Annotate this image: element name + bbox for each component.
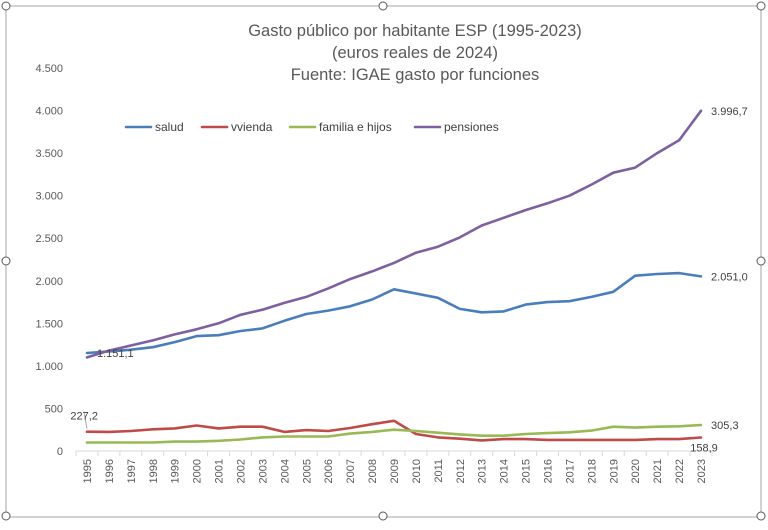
- series-line-familia-e-hijos[interactable]: [85, 423, 703, 444]
- data-label: 158,9: [690, 442, 718, 454]
- resize-handle-bottom-right[interactable]: [756, 511, 766, 521]
- y-tick-label: 4.500: [35, 63, 63, 75]
- data-label: 3.996,7: [711, 106, 748, 118]
- y-tick-label: 2.000: [35, 276, 63, 288]
- y-tick-label: 4.000: [35, 106, 63, 118]
- x-tick-label: 2017: [564, 459, 576, 483]
- resize-handle-top-middle[interactable]: [378, 1, 388, 11]
- x-tick-label: 2019: [608, 459, 620, 483]
- x-tick-label: 2022: [674, 459, 686, 483]
- series-line-vvienda[interactable]: [85, 419, 703, 442]
- x-tick-label: 2013: [477, 459, 489, 483]
- y-tick-label: 500: [45, 403, 63, 415]
- resize-handle-top-right[interactable]: [756, 1, 766, 11]
- x-tick-label: 2003: [257, 459, 269, 483]
- x-tick-label: 1998: [148, 459, 160, 483]
- x-tick-label: 2020: [630, 459, 642, 483]
- x-tick-label: 2009: [389, 459, 401, 483]
- y-tick-label: 2.500: [35, 233, 63, 245]
- data-label: 227,2: [70, 411, 98, 423]
- resize-handle-top-left[interactable]: [1, 1, 11, 11]
- series-line-pensiones[interactable]: [85, 109, 703, 359]
- legend-label: pensiones: [444, 120, 499, 134]
- x-tick-label: 2004: [279, 459, 291, 483]
- x-tick-label: 2016: [543, 459, 555, 483]
- legend: salud vvienda familia e hijos pensiones: [124, 120, 499, 134]
- data-label: 1.151,1: [97, 348, 134, 360]
- x-tick-label: 1996: [104, 459, 116, 483]
- x-tick-label: 2023: [696, 459, 708, 483]
- x-tick-label: 2006: [323, 459, 335, 483]
- x-tick-label: 1997: [126, 459, 138, 483]
- y-tick-label: 3.000: [35, 191, 63, 203]
- x-tick-label: 1999: [170, 459, 182, 483]
- chart-title: Gasto público por habitante ESP (1995-20…: [248, 22, 582, 84]
- y-tick-label: 1.000: [35, 361, 63, 373]
- chart-title-line-2: (euros reales de 2024): [332, 44, 498, 62]
- x-tick-label: 2002: [235, 459, 247, 483]
- x-tick-label: 2008: [367, 459, 379, 483]
- legend-label: familia e hijos: [319, 120, 392, 134]
- x-tick-label: 1995: [82, 459, 94, 483]
- x-tick-label: 2011: [433, 459, 445, 483]
- series-line-salud[interactable]: [85, 271, 703, 355]
- y-tick-label: 1.500: [35, 318, 63, 330]
- x-axis: 1995 1996 1997 1998 1999 2000 2001 2002 2003 2004…: [75, 450, 713, 483]
- x-tick-label: 2010: [411, 459, 423, 483]
- y-axis: 0 500 1.000 1.500 2.000 2.500 3.000 3.500 4.000 4…: [35, 63, 63, 458]
- chart-title-line-1: Gasto público por habitante ESP (1995-20…: [248, 22, 582, 40]
- x-tick-label: 2000: [192, 459, 204, 483]
- resize-handle-right-middle[interactable]: [756, 256, 766, 266]
- resize-handle-bottom-left[interactable]: [1, 511, 11, 521]
- data-labels: 1.151,1 227,2 3.996,7 2.051,0 305,3 158,9: [70, 106, 747, 455]
- y-tick-label: 0: [57, 446, 63, 458]
- x-tick-label: 2012: [455, 459, 467, 483]
- resize-handle-left-middle[interactable]: [1, 256, 11, 266]
- y-tick-label: 3.500: [35, 148, 63, 160]
- legend-label: salud: [155, 120, 184, 134]
- resize-handle-bottom-middle[interactable]: [378, 511, 388, 521]
- x-tick-label: 2001: [214, 459, 226, 483]
- series-lines: [85, 109, 703, 444]
- x-tick-label: 2021: [652, 459, 664, 483]
- legend-label: vvienda: [231, 120, 273, 134]
- data-label-leader: [83, 411, 88, 429]
- x-tick-label: 2005: [301, 459, 313, 483]
- x-tick-label: 2018: [586, 459, 598, 483]
- data-label: 305,3: [711, 420, 739, 432]
- data-label: 2.051,0: [711, 271, 748, 283]
- chart-title-line-3: Fuente: IGAE gasto por funciones: [291, 66, 540, 84]
- x-tick-label: 2015: [521, 459, 533, 483]
- resize-handles[interactable]: [1, 1, 766, 521]
- x-tick-label: 2014: [499, 459, 511, 483]
- x-tick-label: 2007: [345, 459, 357, 483]
